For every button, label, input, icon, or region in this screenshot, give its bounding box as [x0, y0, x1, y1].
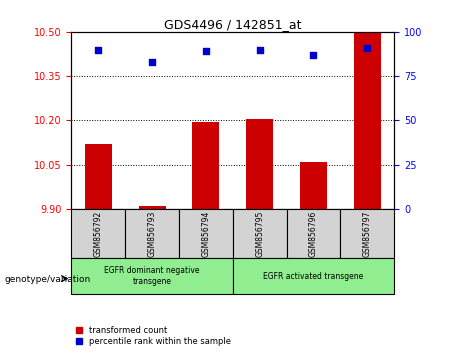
Bar [139, 206, 165, 209]
Bar [300, 162, 327, 209]
Text: EGFR activated transgene: EGFR activated transgene [263, 272, 364, 281]
Point [202, 48, 210, 54]
Bar [71, 209, 125, 258]
Bar [71, 258, 233, 294]
Text: GSM856794: GSM856794 [201, 210, 210, 257]
Text: EGFR dominant negative
transgene: EGFR dominant negative transgene [104, 267, 200, 286]
Legend: transformed count, percentile rank within the sample: transformed count, percentile rank withi… [76, 326, 231, 346]
Bar [246, 119, 273, 209]
Bar [193, 122, 219, 209]
Point [95, 47, 102, 52]
Point [148, 59, 156, 65]
Bar [179, 209, 233, 258]
Text: GSM856796: GSM856796 [309, 210, 318, 257]
Bar [85, 144, 112, 209]
Title: GDS4496 / 142851_at: GDS4496 / 142851_at [164, 18, 301, 31]
Bar [233, 209, 287, 258]
Point [256, 47, 263, 52]
Text: GSM856795: GSM856795 [255, 210, 264, 257]
Text: GSM856793: GSM856793 [148, 210, 157, 257]
Point [310, 52, 317, 58]
Bar [233, 258, 394, 294]
Bar [340, 209, 394, 258]
Text: GSM856792: GSM856792 [94, 211, 103, 257]
Bar [125, 209, 179, 258]
Bar [287, 209, 340, 258]
Bar [354, 32, 381, 209]
Text: genotype/variation: genotype/variation [5, 275, 91, 284]
Text: GSM856797: GSM856797 [363, 210, 372, 257]
Point [364, 45, 371, 51]
